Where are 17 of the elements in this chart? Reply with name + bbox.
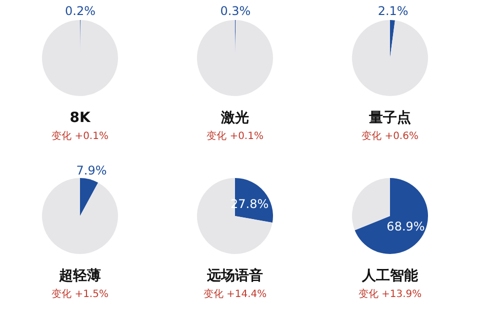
text: 变化 +1.5%: [52, 288, 108, 300]
text: 远场语音: [206, 267, 263, 284]
data-label: 0.2%: [65, 4, 96, 18]
text: 变化 +0.1%: [52, 130, 108, 142]
data-label: 7.9%: [76, 163, 107, 178]
text: 变化 +0.6%: [362, 130, 418, 142]
text: 变化 +13.9%: [358, 288, 422, 300]
data-label: 0.3%: [220, 4, 251, 18]
text: 激光: [220, 110, 249, 126]
text: 人工智能: [361, 268, 419, 284]
text: 变化 +14.4%: [203, 288, 267, 300]
text: 量子点: [368, 110, 411, 126]
text: 变化 +0.1%: [206, 130, 264, 142]
text: 8K: [70, 110, 92, 126]
text: 超轻薄: [58, 268, 101, 284]
data-label: 2.1%: [378, 4, 408, 18]
data-label: 68.9%: [386, 220, 425, 234]
